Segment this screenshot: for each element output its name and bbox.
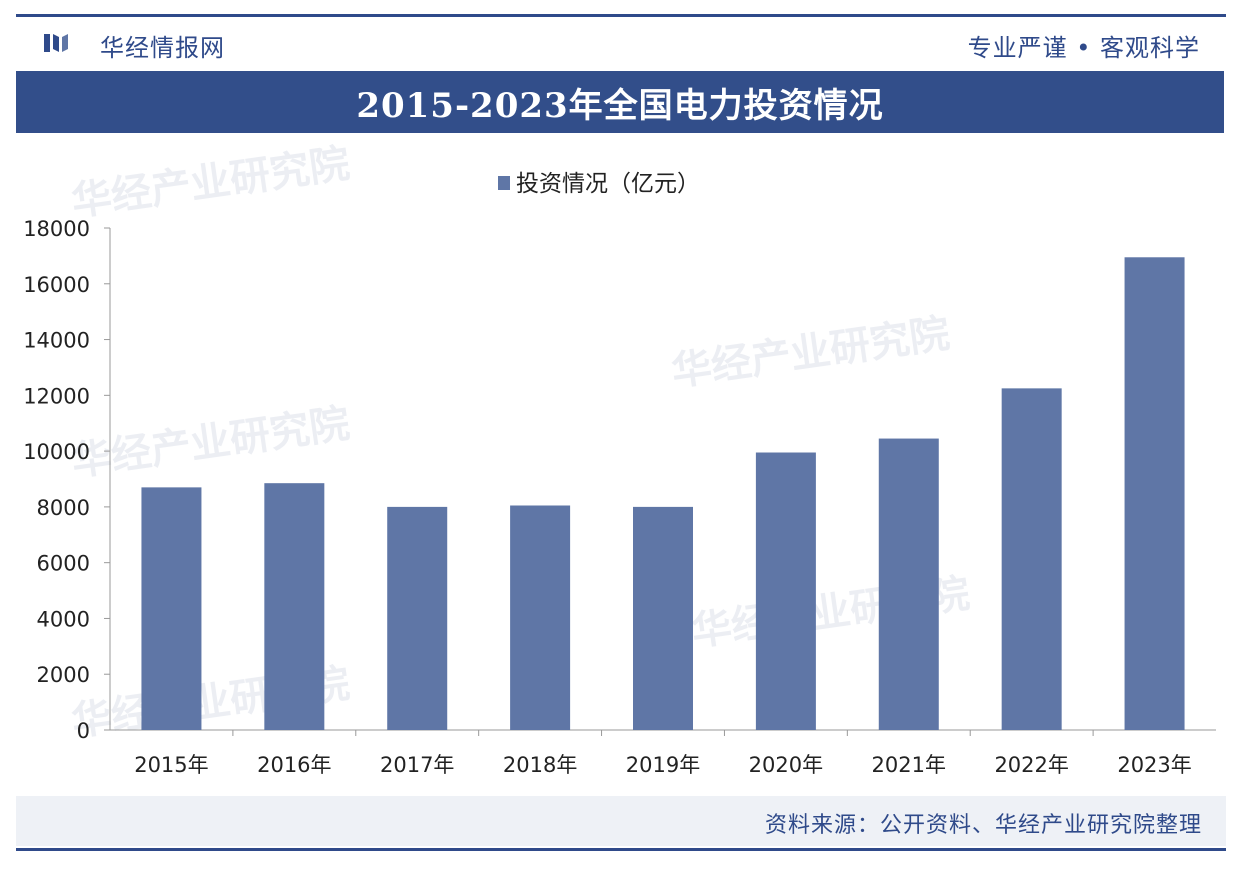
x-tick-label: 2020年 [749,753,823,777]
bar [878,438,939,730]
source-bar: 资料来源：公开资料、华经产业研究院整理 [16,796,1226,846]
y-tick-label: 12000 [23,384,90,408]
x-tick-label: 2019年 [626,753,700,777]
bar [510,505,571,730]
x-tick-label: 2022年 [994,753,1068,777]
x-tick-label: 2016年 [257,753,331,777]
bar-chart: 投资情况（亿元） 0 2000 4000 6000 8000 10000 12000 14000… [23,171,1216,777]
bottom-rule [16,848,1226,851]
legend-swatch [498,176,510,190]
x-tick-label: 2017年 [380,753,454,777]
y-tick-label: 18000 [23,217,90,241]
bar [387,506,448,730]
bar [1001,388,1062,730]
bar [755,452,816,730]
chart-title-bar: 2015-2023年全国电力投资情况 [16,71,1224,133]
y-tick-label: 4000 [37,607,90,631]
bar [264,483,325,730]
top-rule [16,14,1226,17]
legend-label: 投资情况（亿元） [516,171,700,197]
brand-name: 华经情报网 [100,34,225,62]
y-tick-label: 14000 [23,329,90,353]
y-tick-label: 6000 [37,552,90,576]
slogan: 专业严谨 • 客观科学 [967,34,1200,62]
y-tick-label: 16000 [23,273,90,297]
bar [1124,257,1185,730]
y-tick-label: 10000 [23,440,90,464]
y-tick-label: 2000 [37,663,90,687]
brand-logo-icon [44,34,68,52]
source-note: 资料来源：公开资料、华经产业研究院整理 [764,813,1202,838]
x-tick-label: 2023年 [1117,753,1191,777]
bar [633,506,693,730]
x-tick-label: 2018年 [503,753,577,777]
y-tick-label: 0 [77,719,90,743]
chart-title: 2015-2023年全国电力投资情况 [356,85,884,126]
x-tick-label: 2021年 [872,753,946,777]
y-tick-label: 8000 [37,496,90,520]
bar [141,487,202,730]
x-tick-label: 2015年 [134,753,208,777]
header: 华经情报网 专业严谨 • 客观科学 [16,18,1226,68]
